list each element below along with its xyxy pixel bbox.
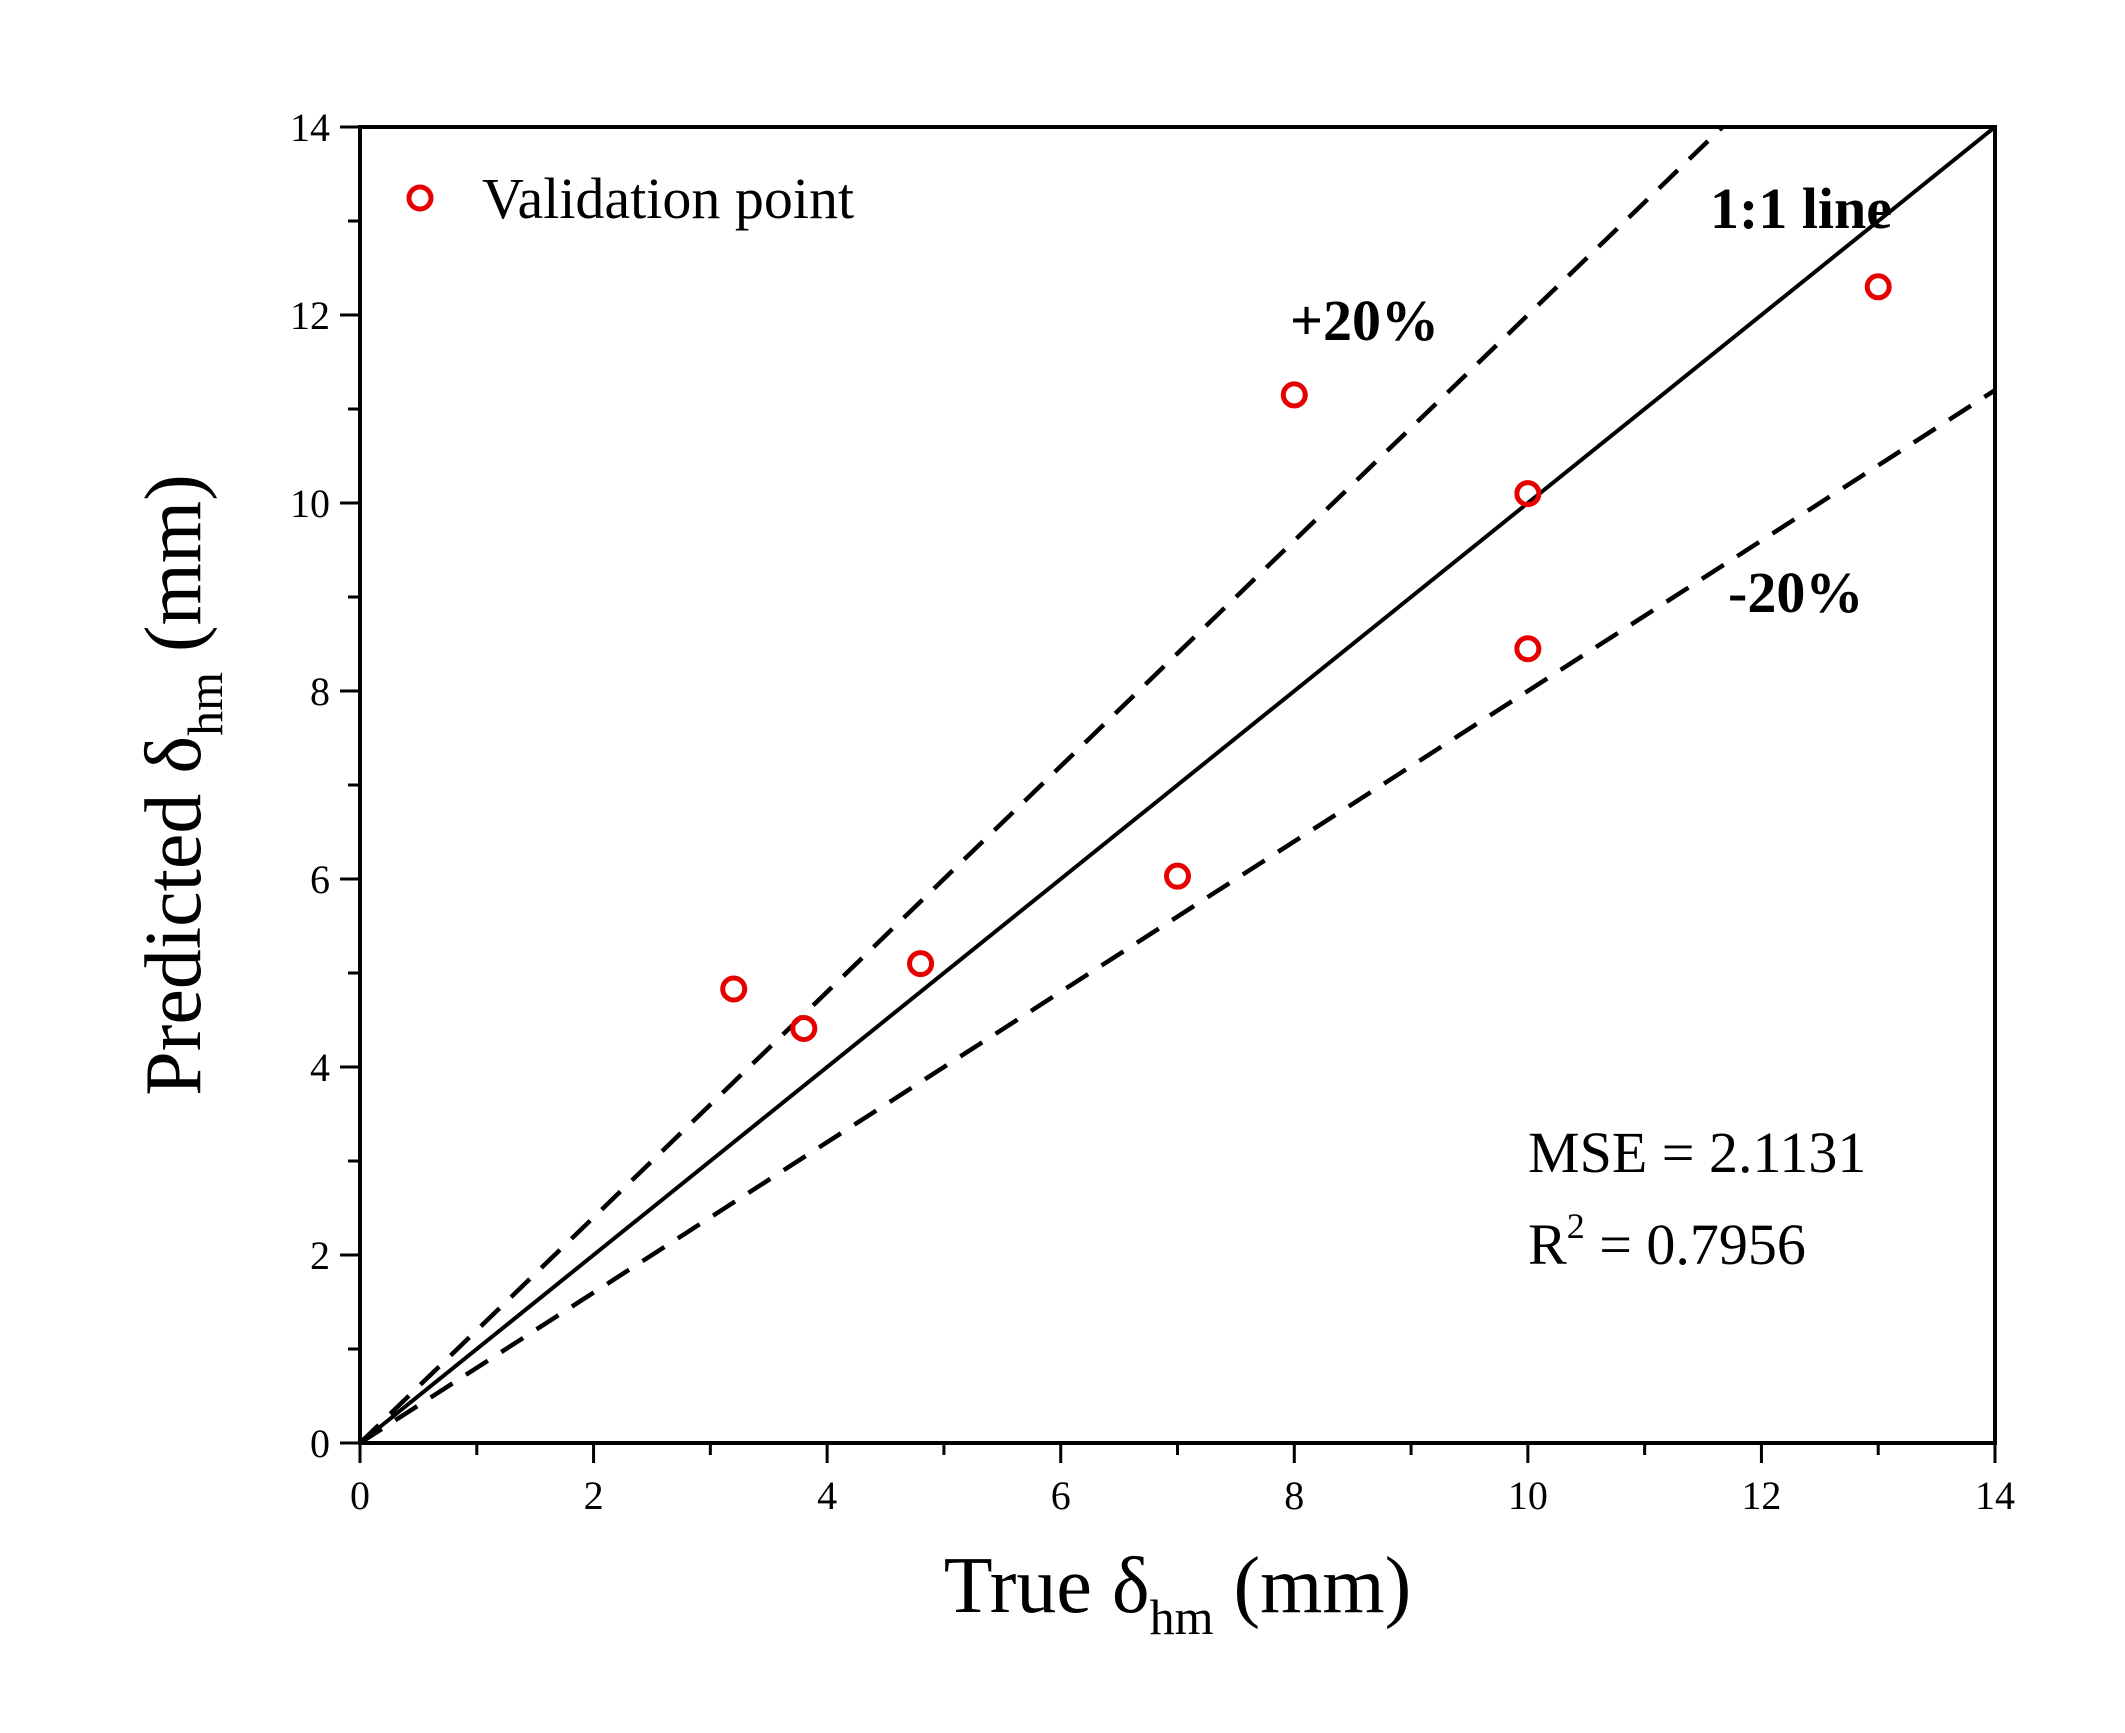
data-point-0-1 — [790, 1014, 818, 1042]
x-axis-title-subscript: hm — [1150, 1589, 1214, 1645]
y-tick-label-0: 0 — [310, 1421, 330, 1466]
legend: Validation point — [406, 166, 854, 231]
reference-lines — [358, 125, 1997, 1445]
x-axis-title-main: True δ — [944, 1542, 1150, 1630]
x-tick-label-6: 6 — [1051, 1473, 1071, 1518]
data-point-0-2 — [907, 950, 935, 978]
x-axis-ticks: 0 2 4 6 8 10 12 14 — [350, 1443, 2015, 1518]
y-axis-ticks: 0 2 4 6 8 10 12 14 — [290, 105, 360, 1466]
r2-prefix: R — [1528, 1212, 1567, 1277]
y-tick-label-12: 12 — [290, 293, 330, 338]
data-point-0-5 — [1514, 480, 1542, 508]
data-point-0-7 — [1864, 273, 1892, 301]
x-tick-label-14: 14 — [1975, 1473, 2015, 1518]
data-point-0-3 — [1164, 862, 1191, 890]
x-tick-label-0: 0 — [350, 1473, 370, 1518]
y-tick-label-8: 8 — [310, 669, 330, 714]
x-tick-label-8: 8 — [1284, 1473, 1304, 1518]
r2-value: = 0.7956 — [1585, 1212, 1806, 1277]
y-tick-label-6: 6 — [310, 857, 330, 902]
data-points — [720, 273, 1892, 1042]
y-tick-label-4: 4 — [310, 1045, 330, 1090]
legend-label: Validation point — [482, 166, 854, 231]
x-tick-label-12: 12 — [1741, 1473, 1781, 1518]
x-tick-label-10: 10 — [1508, 1473, 1548, 1518]
x-tick-label-2: 2 — [584, 1473, 604, 1518]
r2-superscript: 2 — [1567, 1206, 1585, 1246]
data-point-0-0 — [720, 975, 748, 1003]
x-tick-label-4: 4 — [817, 1473, 837, 1518]
reference-line-1 — [358, 125, 1725, 1445]
y-axis-title-unit: (mm) — [130, 474, 218, 672]
minus-20-line-label: -20% — [1728, 560, 1863, 625]
y-axis-title: Predicted δhm (mm) — [130, 474, 233, 1095]
data-point-0-4 — [1280, 381, 1308, 409]
reference-line-0 — [358, 125, 1997, 1445]
y-axis-title-subscript: hm — [177, 672, 233, 736]
x-axis-title-unit: (mm) — [1214, 1542, 1412, 1630]
mse-annotation: MSE = 2.1131 — [1528, 1120, 1866, 1185]
y-axis-title-main: Predicted δ — [130, 736, 218, 1096]
legend-marker-icon — [406, 184, 434, 212]
x-axis-title: True δhm (mm) — [944, 1542, 1412, 1645]
data-point-0-6 — [1514, 635, 1542, 663]
plus-20-line-label: +20% — [1290, 288, 1439, 353]
y-tick-label-2: 2 — [310, 1233, 330, 1278]
reference-line-2 — [358, 388, 1997, 1445]
r2-annotation: R2 = 0.7956 — [1528, 1206, 1806, 1277]
one-to-one-line-label: 1:1 line — [1710, 176, 1892, 241]
y-tick-label-14: 14 — [290, 105, 330, 150]
y-tick-label-10: 10 — [290, 481, 330, 526]
